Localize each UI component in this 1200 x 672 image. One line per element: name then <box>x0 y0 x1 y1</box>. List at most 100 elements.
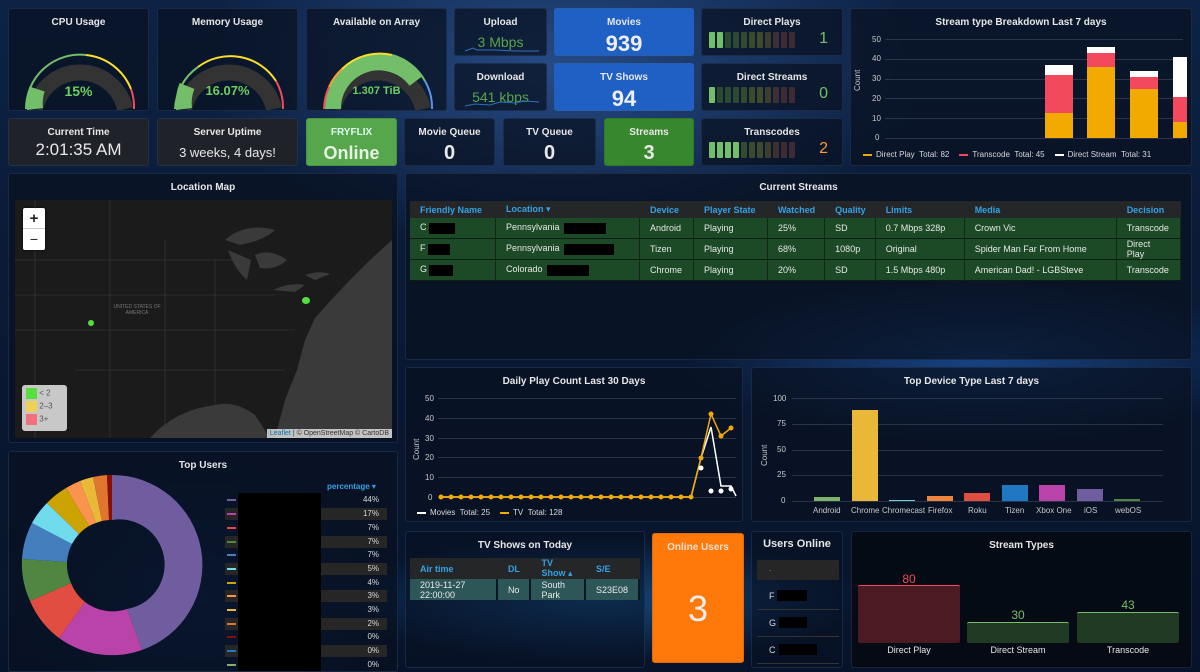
col-friendly-name[interactable]: Friendly Name <box>410 201 496 218</box>
y-tick: 50 <box>425 394 434 403</box>
col-limits[interactable]: Limits <box>875 201 965 218</box>
stream-type-value: 30 <box>1011 608 1025 622</box>
table-row[interactable]: F Pennsylvania Tizen Playing 68% 1080p O… <box>410 239 1181 260</box>
col-location[interactable]: Location ▾ <box>496 201 640 218</box>
direct-streams-panel: Direct Streams 0 <box>701 63 843 111</box>
y-tick: 40 <box>425 414 434 423</box>
table-row[interactable]: 2019-11-27 22:00:00 No South Park S23E08 <box>410 579 640 600</box>
tv-shows-count: 94 <box>611 86 637 111</box>
panel-title: Transcodes <box>744 127 800 138</box>
transcodes-value: 2 <box>819 140 828 157</box>
friendly-name: G <box>420 264 428 275</box>
col-device[interactable]: Device <box>640 201 694 218</box>
map-marker-colorado[interactable] <box>88 320 94 326</box>
panel-title: Server Uptime <box>193 127 262 138</box>
stream-type-transcode <box>1077 612 1179 643</box>
x-tick: Chrome <box>851 506 880 515</box>
panel-title: Current Time <box>47 127 110 138</box>
panel-title: Users Online <box>763 538 831 550</box>
col-player-state[interactable]: Player State <box>694 201 768 218</box>
panel-title: Stream Types <box>989 540 1054 551</box>
y-tick: 20 <box>425 453 434 462</box>
col-decision[interactable]: Decision <box>1116 201 1181 218</box>
redacted-block <box>777 590 807 601</box>
panel-title: Online Users <box>667 542 729 553</box>
users-online-header-row[interactable]: . <box>757 560 839 580</box>
map-label-country: UNITED STATES OF AMERICA <box>113 304 161 316</box>
col-dl[interactable]: DL <box>497 558 532 579</box>
tv-shows-count-panel: TV Shows 94 <box>554 63 694 111</box>
panel-title: CPU Usage <box>51 17 106 28</box>
current-time-panel: Current Time 2:01:35 AM <box>8 118 149 166</box>
donut-chart <box>21 474 203 656</box>
legend-item-transcode[interactable]: Transcode Total: 45 <box>959 150 1045 159</box>
legend-item-direct-play[interactable]: Direct Play Total: 82 <box>863 150 949 159</box>
streams-count-panel: Streams 3 <box>604 118 694 166</box>
percentage-column-header[interactable]: percentage ▾ <box>327 482 376 491</box>
user-item[interactable]: C <box>757 638 839 664</box>
map-legend: < 2 2–3 3+ <box>22 385 67 431</box>
direct-streams-bar <box>709 87 795 103</box>
panel-title: Top Users <box>178 460 228 471</box>
table-row[interactable]: G Colorado Chrome Playing 20% SD 1.5 Mbp… <box>410 260 1181 281</box>
x-tick: Xbox One <box>1036 506 1072 515</box>
panel-title: Location Map <box>170 182 236 193</box>
redacted-block <box>779 644 817 655</box>
direct-plays-panel: Direct Plays 1 <box>701 8 843 56</box>
online-users-count: 3 <box>687 588 709 629</box>
tv-today-table: Air time DL TV Show ▴ S/E 2019-11-27 22:… <box>410 558 640 600</box>
y-tick: 50 <box>777 445 786 454</box>
device: Android <box>640 218 694 239</box>
season-episode: S23E08 <box>585 579 640 600</box>
air-time: 2019-11-27 22:00:00 <box>410 579 498 600</box>
line-plot <box>438 411 737 500</box>
legend-item-movies[interactable]: Movies Total: 25 <box>417 508 490 517</box>
y-tick: 25 <box>777 470 786 479</box>
upload-panel: Upload 3 Mbps <box>454 8 547 56</box>
col-watched[interactable]: Watched <box>768 201 826 218</box>
user-item[interactable]: F <box>757 584 839 610</box>
y-tick: 10 <box>872 114 881 123</box>
limits: 0.7 Mbps 328p <box>875 218 965 239</box>
decision: Transcode <box>1116 218 1181 239</box>
table-row[interactable]: C Pennsylvania Android Playing 25% SD 0.… <box>410 218 1181 239</box>
leaflet-link[interactable]: Leaflet <box>269 430 291 437</box>
y-tick: 10 <box>425 473 434 482</box>
stream-type-value: 43 <box>1121 598 1135 612</box>
player-state: Playing <box>694 239 768 260</box>
legend-item-tv[interactable]: TV Total: 128 <box>500 508 562 517</box>
current-streams-table: Friendly Name Location ▾ Device Player S… <box>410 201 1181 281</box>
top-device-chart-panel: Top Device Type Last 7 days Count 100 75… <box>751 367 1192 522</box>
col-quality[interactable]: Quality <box>825 201 876 218</box>
redacted-block <box>547 264 590 276</box>
gauge-arc <box>174 55 285 110</box>
user-item[interactable]: G <box>757 611 839 637</box>
map-canvas[interactable]: UNITED STATES OF AMERICA + − < 2 2–3 3+ … <box>15 200 392 438</box>
x-tick: Roku <box>968 506 987 515</box>
streams-count: 3 <box>643 142 655 164</box>
media: American Dad! - LGBSteve <box>964 260 1117 281</box>
memory-value: 16.07% <box>205 83 250 98</box>
tv-shows-today-panel: TV Shows on Today Air time DL TV Show ▴ … <box>405 531 645 668</box>
map-marker-pennsylvania[interactable] <box>302 297 310 304</box>
device-bars <box>814 410 1140 501</box>
attribution-text: | © OpenStreetMap © CartoDB <box>290 430 389 437</box>
limits: 1.5 Mbps 480p <box>875 260 965 281</box>
stream-type-label: Transcode <box>1106 645 1150 655</box>
legend-item-direct-stream[interactable]: Direct Stream Total: 31 <box>1054 150 1151 159</box>
chart-title: Top Device Type Last 7 days <box>903 376 1040 387</box>
col-tv-show[interactable]: TV Show ▴ <box>531 558 586 579</box>
y-tick: 20 <box>872 94 881 103</box>
quality: SD <box>825 260 876 281</box>
zoom-in-button[interactable]: + <box>23 208 45 229</box>
watched: 25% <box>768 218 826 239</box>
dl: No <box>497 579 532 600</box>
col-se[interactable]: S/E <box>585 558 640 579</box>
panel-title: Streams <box>629 127 669 138</box>
x-tick: Tizen <box>1005 506 1025 515</box>
zoom-out-button[interactable]: − <box>29 231 39 247</box>
col-media[interactable]: Media <box>964 201 1117 218</box>
stream-type-direct-stream <box>967 622 1069 643</box>
col-air-time[interactable]: Air time <box>410 558 498 579</box>
download-panel: Download 541 kbps <box>454 63 547 111</box>
